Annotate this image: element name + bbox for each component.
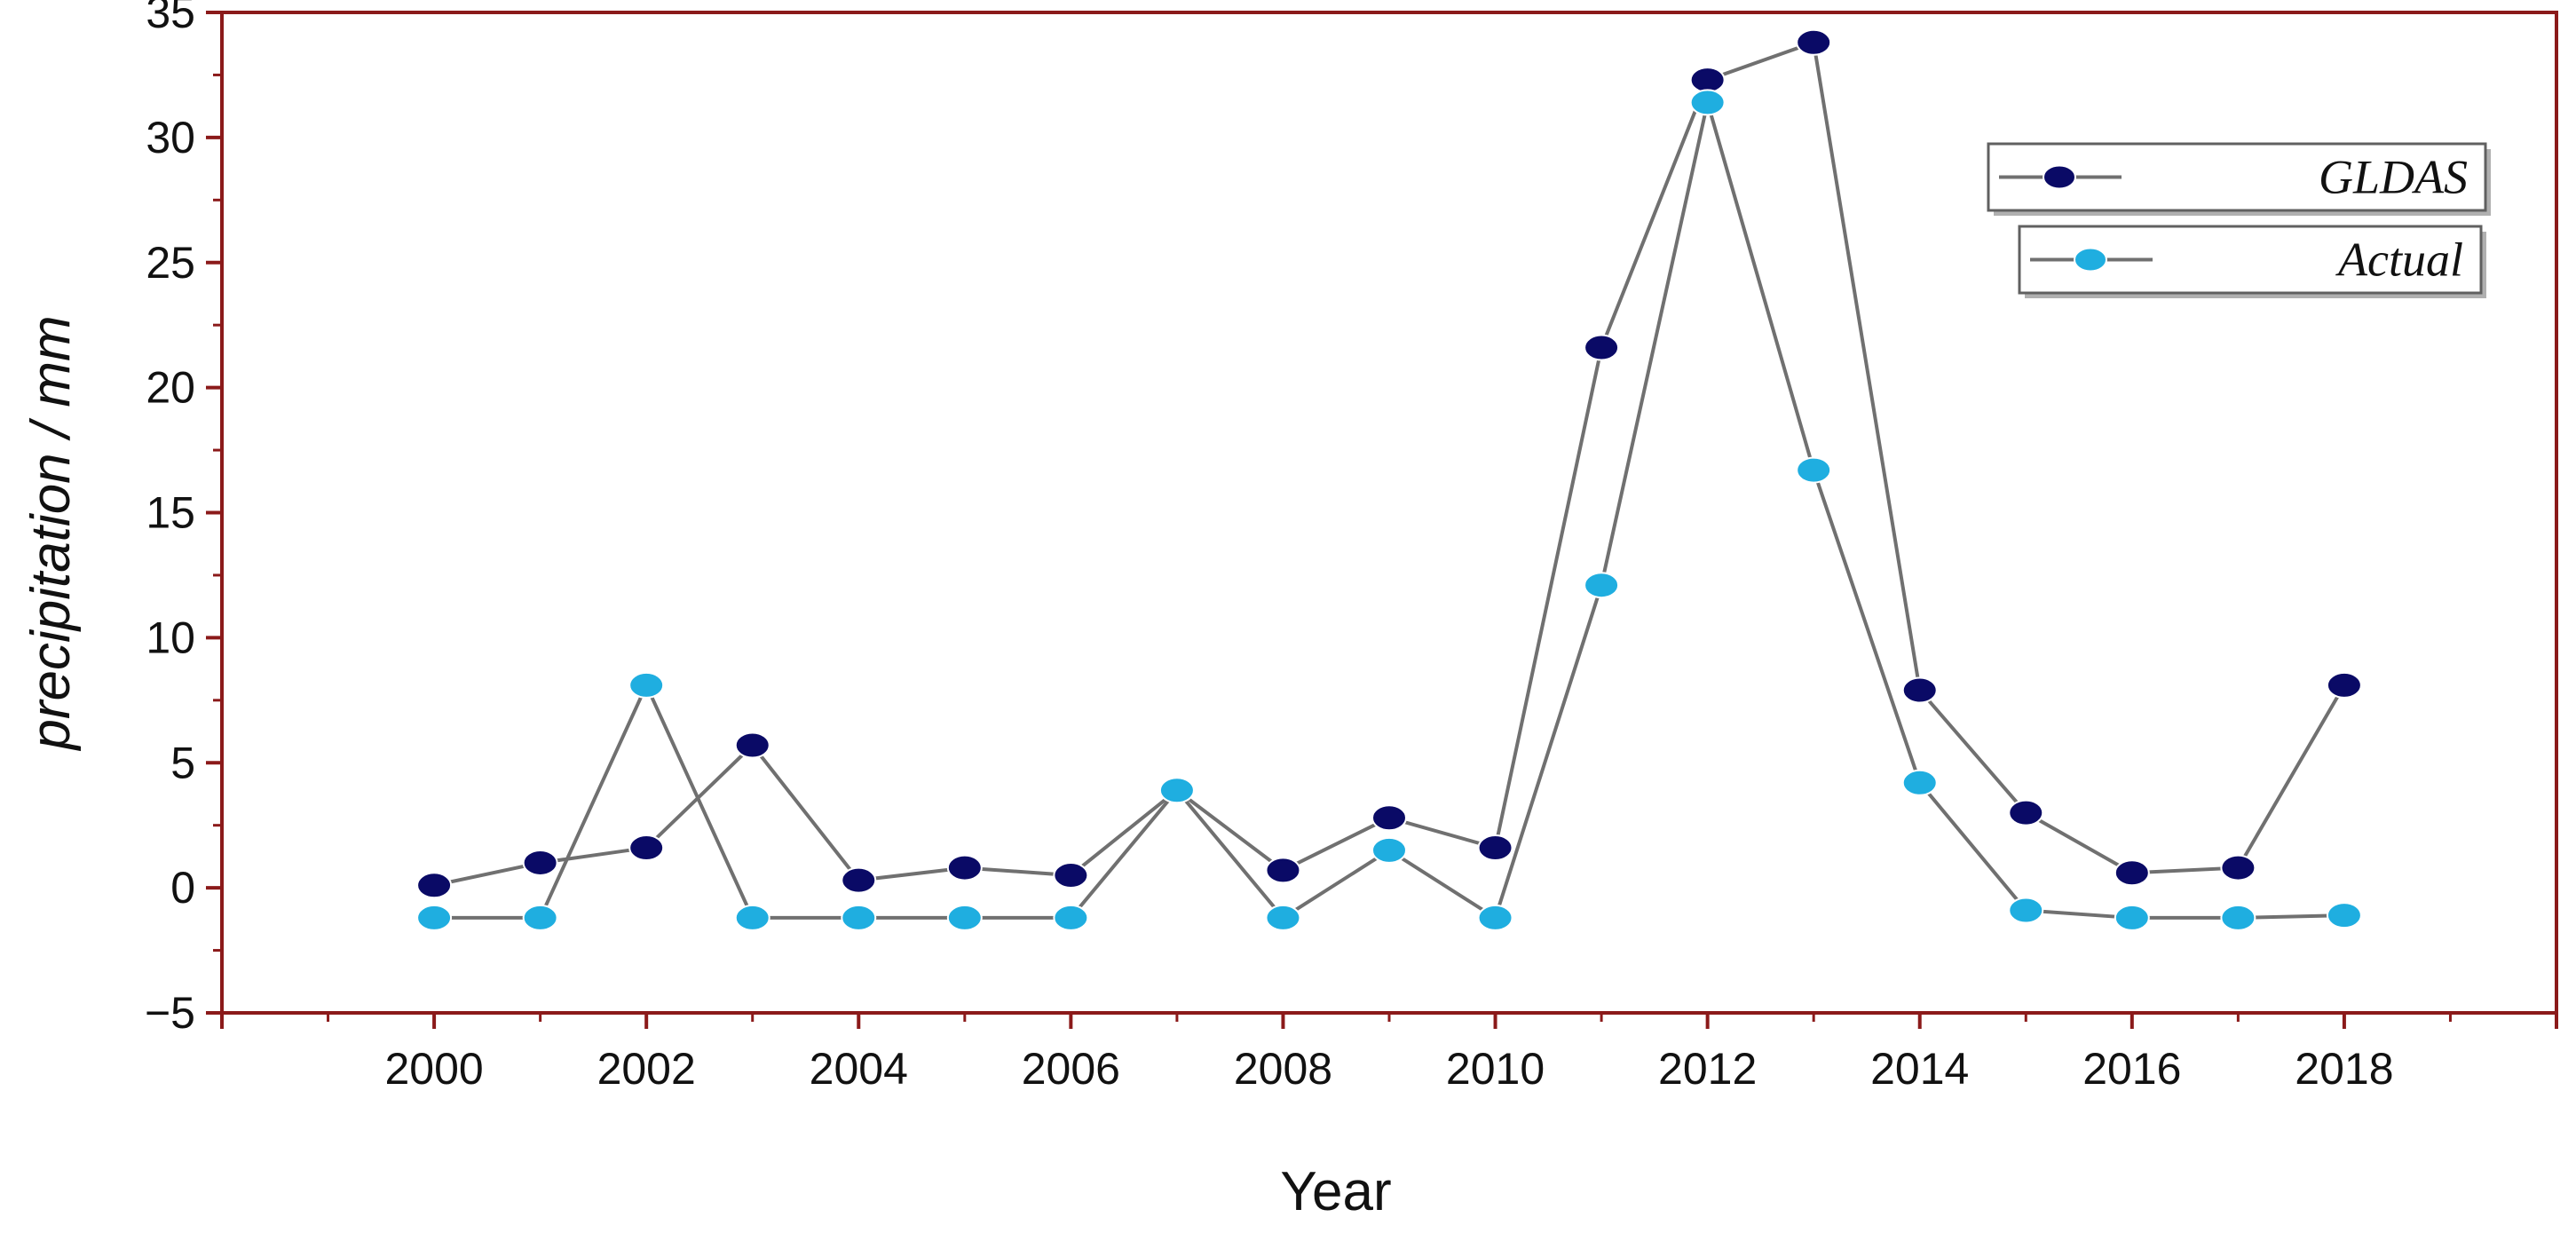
data-point-gldas — [1689, 67, 1726, 94]
data-point-gldas — [1796, 28, 1832, 56]
data-point-gldas — [1053, 862, 1089, 889]
data-point-actual — [1053, 904, 1089, 931]
x-tick-label: 2018 — [2295, 1044, 2393, 1094]
data-point-actual — [2008, 897, 2044, 924]
data-point-gldas — [2114, 859, 2150, 887]
data-point-actual — [522, 904, 558, 931]
y-tick-label: 20 — [146, 363, 195, 413]
y-tick-label: 30 — [146, 113, 195, 162]
data-point-actual — [1158, 777, 1195, 804]
y-axis-title: precipitation / mm — [20, 315, 82, 751]
x-tick-label: 2006 — [1022, 1044, 1120, 1094]
data-point-gldas — [1901, 676, 1938, 704]
legend: GLDAS Actual — [1987, 142, 2491, 298]
data-point-actual — [1901, 769, 1938, 796]
x-tick-label: 2002 — [597, 1044, 696, 1094]
legend-marker — [2043, 164, 2076, 190]
data-point-gldas — [2008, 799, 2044, 826]
data-point-actual — [1796, 456, 1832, 484]
data-point-actual — [946, 904, 983, 931]
y-tick-label: 10 — [146, 613, 195, 662]
y-tick-label: 35 — [146, 0, 195, 37]
data-point-actual — [2220, 904, 2256, 931]
y-tick-label: 5 — [170, 738, 195, 787]
y-tick-label: 25 — [146, 238, 195, 288]
data-point-gldas — [1584, 334, 1620, 361]
data-point-actual — [1265, 904, 1301, 931]
data-point-gldas — [628, 834, 665, 862]
data-point-actual — [1477, 904, 1513, 931]
data-point-actual — [1689, 89, 1726, 116]
y-axis: −5 0 5 10 15 20 25 30 35 — [145, 0, 222, 1038]
data-point-gldas — [734, 731, 770, 759]
data-point-actual — [416, 904, 453, 931]
y-tick-label: 15 — [146, 488, 195, 538]
data-point-actual — [2326, 902, 2362, 929]
x-tick-label: 2016 — [2082, 1044, 2181, 1094]
data-point-gldas — [2326, 671, 2362, 699]
x-tick-label: 2000 — [384, 1044, 483, 1094]
data-point-gldas — [946, 854, 983, 881]
data-point-actual — [2114, 904, 2150, 931]
data-point-gldas — [2220, 854, 2256, 881]
data-point-actual — [734, 904, 770, 931]
x-tick-label: 2004 — [810, 1044, 908, 1094]
x-tick-label: 2010 — [1446, 1044, 1545, 1094]
data-point-gldas — [841, 866, 877, 894]
legend-label: Actual — [2335, 233, 2463, 287]
data-point-gldas — [1371, 804, 1407, 832]
y-tick-label: 0 — [170, 863, 195, 913]
data-point-actual — [1584, 572, 1620, 599]
y-tick-label: −5 — [145, 988, 195, 1038]
series-line-actual — [434, 101, 2344, 921]
x-axis: 2000 2002 2004 2006 2008 2010 2012 2014 2016 2018 — [220, 1013, 2558, 1094]
x-tick-label: 2008 — [1234, 1044, 1332, 1094]
series-layer — [416, 28, 2362, 931]
data-point-gldas — [1265, 857, 1301, 884]
data-point-gldas — [1477, 834, 1513, 862]
x-tick-label: 2014 — [1870, 1044, 1969, 1094]
data-point-actual — [841, 904, 877, 931]
x-tick-label: 2012 — [1658, 1044, 1757, 1094]
data-point-actual — [1371, 836, 1407, 864]
data-point-gldas — [416, 872, 453, 899]
legend-marker — [2074, 247, 2107, 273]
legend-label: GLDAS — [2319, 151, 2468, 204]
data-point-gldas — [522, 849, 558, 876]
data-point-actual — [628, 671, 665, 699]
x-axis-title: Year — [1280, 1161, 1391, 1222]
